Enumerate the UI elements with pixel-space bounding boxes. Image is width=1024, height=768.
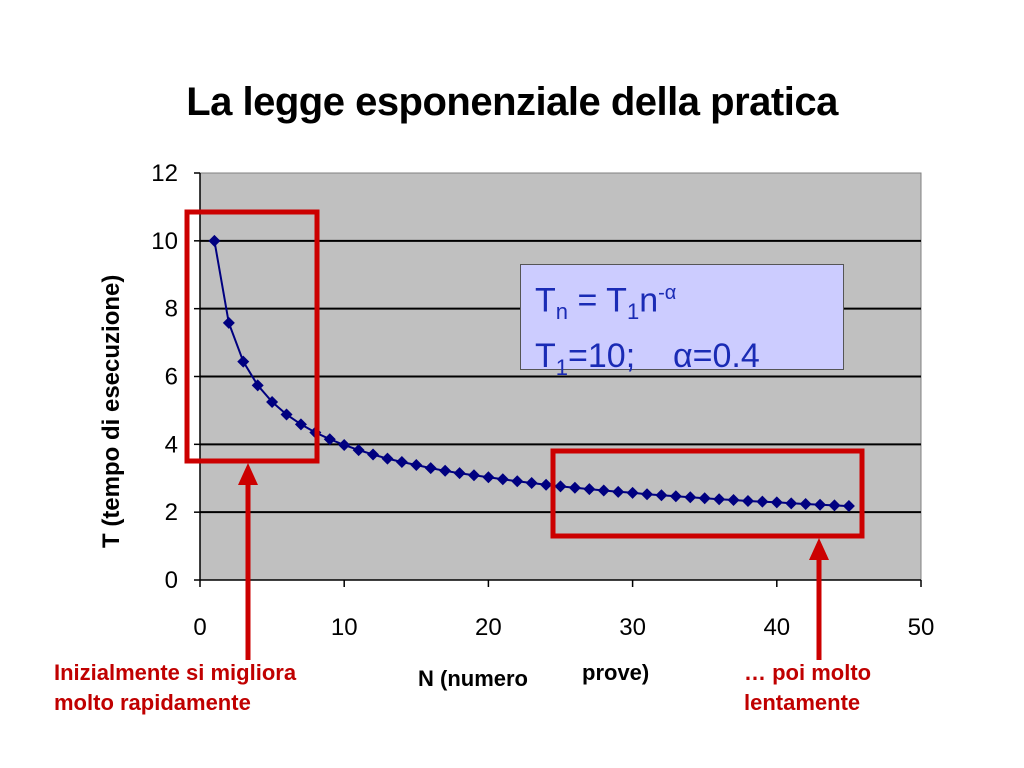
annotation-right-line1: … poi molto — [744, 660, 872, 685]
x-tick-label: 30 — [619, 614, 646, 641]
formula-t1: T — [535, 337, 556, 376]
data-point — [540, 478, 553, 491]
formula-exp: -α — [658, 282, 677, 304]
arrow-left — [238, 463, 258, 660]
data-point — [641, 488, 654, 501]
data-point — [352, 444, 365, 457]
data-point — [626, 486, 639, 499]
annotation-left: Inizialmente si migliora molto rapidamen… — [54, 658, 296, 718]
data-point — [814, 498, 827, 511]
data-point — [655, 489, 668, 502]
annotation-left-line2: molto rapidamente — [54, 690, 251, 715]
data-point — [280, 408, 293, 421]
y-tick-label: 2 — [165, 499, 178, 526]
annotation-left-line1: Inizialmente si migliora — [54, 660, 297, 685]
data-point — [828, 499, 841, 512]
data-point — [266, 395, 279, 408]
data-point — [756, 495, 769, 508]
formula-alpha: α — [672, 337, 693, 376]
y-tick-label: 4 — [165, 431, 178, 458]
data-point — [367, 448, 380, 461]
x-tick-label: 50 — [908, 614, 935, 641]
data-point — [395, 455, 408, 468]
highlight-box-late — [550, 448, 865, 539]
formula-alpha-value: =0.4 — [692, 337, 760, 376]
data-point — [568, 481, 581, 494]
data-point — [467, 469, 480, 482]
data-point — [842, 500, 855, 513]
x-tick-label: 10 — [331, 614, 358, 641]
data-point — [713, 493, 726, 506]
data-point — [381, 452, 394, 465]
data-point — [222, 316, 235, 329]
annotation-right-line2: lentamente — [744, 690, 861, 715]
data-point — [785, 497, 798, 510]
data-point — [453, 467, 466, 480]
data-point — [208, 234, 221, 247]
data-point — [727, 493, 740, 506]
data-point — [251, 379, 264, 392]
x-axis-label-part2: prove) — [582, 660, 650, 685]
y-tick-label: 8 — [165, 296, 178, 323]
data-point — [741, 494, 754, 507]
data-point — [439, 464, 452, 477]
arrow-right — [809, 538, 829, 660]
data-point — [511, 475, 524, 488]
data-point — [669, 490, 682, 503]
data-point — [496, 473, 509, 486]
y-tick-label: 0 — [165, 567, 178, 594]
formula-line-2: T1=10; α=0.4 — [535, 334, 829, 390]
y-tick-label: 12 — [151, 160, 178, 187]
data-point — [799, 498, 812, 511]
data-point — [612, 485, 625, 498]
formula-sub-1: 1 — [626, 299, 640, 325]
highlight-box-early — [184, 209, 320, 464]
slide-title: La legge esponenziale della pratica — [186, 80, 838, 124]
data-point — [338, 439, 351, 452]
x-tick-label: 0 — [193, 614, 206, 641]
data-point — [583, 483, 596, 496]
formula-line-1: Tn = T1n-α — [535, 271, 829, 334]
x-axis-label-part1: N (numero — [418, 666, 528, 691]
x-tick-label: 40 — [763, 614, 790, 641]
formula-t: T — [535, 281, 556, 320]
formula-eq: = T — [568, 281, 627, 320]
y-axis-label: T (tempo di esecuzione) — [98, 274, 125, 548]
data-point — [482, 471, 495, 484]
data-point — [294, 418, 307, 431]
formula-box: Tn = T1n-α T1=10; α=0.4 — [520, 264, 844, 380]
formula-t1-sub: 1 — [555, 354, 569, 380]
formula-t1-value: =10; — [568, 337, 636, 376]
data-point — [597, 484, 610, 497]
data-point — [323, 433, 336, 446]
data-point — [424, 462, 437, 475]
data-point — [237, 355, 250, 368]
data-point — [525, 476, 538, 489]
data-point — [684, 491, 697, 504]
data-point — [770, 496, 783, 509]
data-point — [554, 480, 567, 493]
formula-n: n — [639, 281, 659, 320]
y-tick-label: 6 — [165, 364, 178, 391]
x-tick-label: 20 — [475, 614, 502, 641]
y-tick-label: 10 — [151, 228, 178, 255]
data-point — [698, 492, 711, 505]
formula-sub-n: n — [555, 299, 569, 325]
annotation-right: … poi molto lentamente — [744, 658, 871, 718]
data-point — [410, 459, 423, 472]
